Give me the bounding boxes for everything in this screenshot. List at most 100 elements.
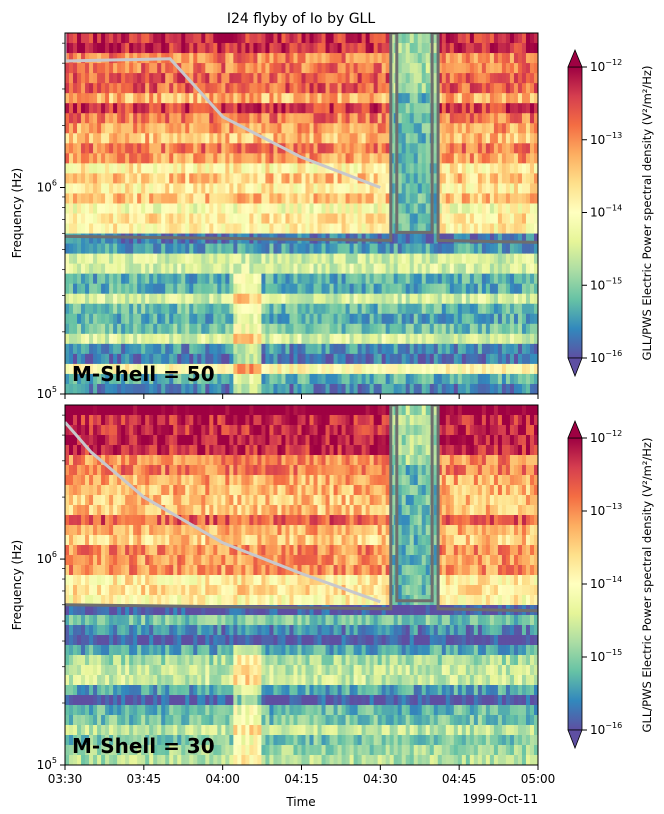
spectrogram-cell [229, 143, 234, 154]
spectrogram-cell [393, 253, 399, 265]
spectrogram-cell [285, 293, 291, 305]
spectrogram-cell [305, 293, 311, 305]
spectrogram-cell [337, 143, 343, 154]
spectrogram-cell [197, 33, 202, 44]
spectrogram-cell [301, 63, 307, 74]
spectrogram-cell [329, 183, 335, 195]
spectrogram-cell [437, 455, 443, 466]
spectrogram-cell [125, 113, 130, 124]
spectrogram-cell [425, 213, 431, 225]
spectrogram-cell [173, 333, 178, 345]
spectrogram-cell [181, 133, 186, 144]
spectrogram-cell [245, 163, 250, 174]
spectrogram-cell [133, 73, 138, 84]
spectrogram-cell [177, 333, 182, 345]
spectrogram-cell [309, 73, 315, 84]
spectrogram-cell [177, 193, 182, 205]
spectrogram-cell [245, 63, 250, 74]
spectrogram-cell [473, 445, 479, 456]
spectrogram-cell [289, 203, 295, 215]
spectrogram-cell [289, 333, 295, 345]
spectrogram-cell [189, 163, 194, 174]
spectrogram-cell [201, 183, 206, 195]
spectrogram-cell [241, 163, 246, 174]
spectrogram-cell [409, 223, 415, 235]
spectrogram-cell [433, 343, 439, 355]
spectrogram-cell [377, 43, 383, 54]
spectrogram-cell [457, 383, 463, 394]
spectrogram-cell [397, 73, 403, 84]
spectrogram-cell [361, 353, 367, 365]
spectrogram-cell [353, 163, 359, 174]
spectrogram-cell [209, 435, 214, 446]
spectrogram-cell [345, 363, 351, 375]
spectrogram-cell [449, 263, 455, 275]
spectrogram-cell [245, 73, 250, 84]
spectrogram-cell [529, 303, 535, 315]
spectrogram-cell [289, 223, 295, 235]
spectrogram-cell [165, 445, 170, 456]
spectrogram-cell [421, 223, 427, 235]
spectrogram-cell [473, 103, 479, 114]
spectrogram-cell [477, 455, 483, 466]
spectrogram-cell [381, 313, 387, 325]
spectrogram-cell [237, 223, 242, 235]
spectrogram-cell [401, 33, 407, 44]
spectrogram-cell [97, 415, 102, 426]
spectrogram-cell [65, 203, 70, 215]
spectrogram-cell [525, 445, 531, 456]
spectrogram-cell [517, 415, 523, 426]
spectrogram-cell [149, 223, 154, 235]
spectrogram-cell [193, 133, 198, 144]
spectrogram-cell [509, 163, 515, 174]
spectrogram-cell [481, 53, 487, 64]
spectrogram-cell [321, 353, 327, 365]
spectrogram-cell [297, 323, 303, 335]
spectrogram-cell [529, 133, 535, 144]
spectrogram-cell [417, 183, 423, 195]
spectrogram-cell [101, 53, 106, 64]
spectrogram-cell [373, 73, 379, 84]
spectrogram-cell [521, 383, 527, 394]
spectrogram-cell [297, 123, 303, 134]
spectrogram-cell [249, 383, 254, 394]
spectrogram-cell [325, 283, 331, 295]
spectrogram-cell [385, 203, 391, 215]
spectrogram-cell [301, 203, 307, 215]
spectrogram-cell [129, 43, 134, 54]
spectrogram-cell [517, 435, 523, 446]
spectrogram-cell [197, 123, 202, 134]
spectrogram-cell [201, 53, 206, 64]
spectrogram-cell [305, 313, 311, 325]
spectrogram-cell [81, 163, 86, 174]
spectrogram-cell [469, 253, 475, 265]
spectrogram-cell [509, 93, 515, 104]
spectrogram-cell [133, 113, 138, 124]
spectrogram-cell [273, 243, 279, 255]
spectrogram-cell [329, 313, 335, 325]
spectrogram-cell [197, 203, 202, 215]
spectrogram-cell [229, 53, 234, 64]
spectrogram-cell [257, 93, 263, 104]
spectrogram-cell [161, 293, 166, 305]
spectrogram-cell [465, 173, 471, 185]
spectrogram-cell [253, 425, 259, 436]
spectrogram-cell [129, 435, 134, 446]
spectrogram-cell [437, 203, 443, 215]
spectrogram-cell [533, 133, 538, 144]
spectrogram-cell [265, 213, 271, 225]
spectrogram-cell [477, 313, 483, 325]
spectrogram-cell [169, 203, 174, 215]
spectrogram-cell [417, 83, 423, 94]
spectrogram-cell [69, 465, 74, 476]
spectrogram-cell [97, 233, 102, 245]
spectrogram-cell [337, 43, 343, 54]
spectrogram-cell [353, 73, 359, 84]
spectrogram-cell [465, 415, 471, 426]
spectrogram-cell [449, 83, 455, 94]
spectrogram-cell [77, 425, 82, 436]
spectrogram-cell [197, 343, 202, 355]
spectrogram-cell [197, 415, 202, 426]
spectrogram-cell [277, 113, 283, 124]
